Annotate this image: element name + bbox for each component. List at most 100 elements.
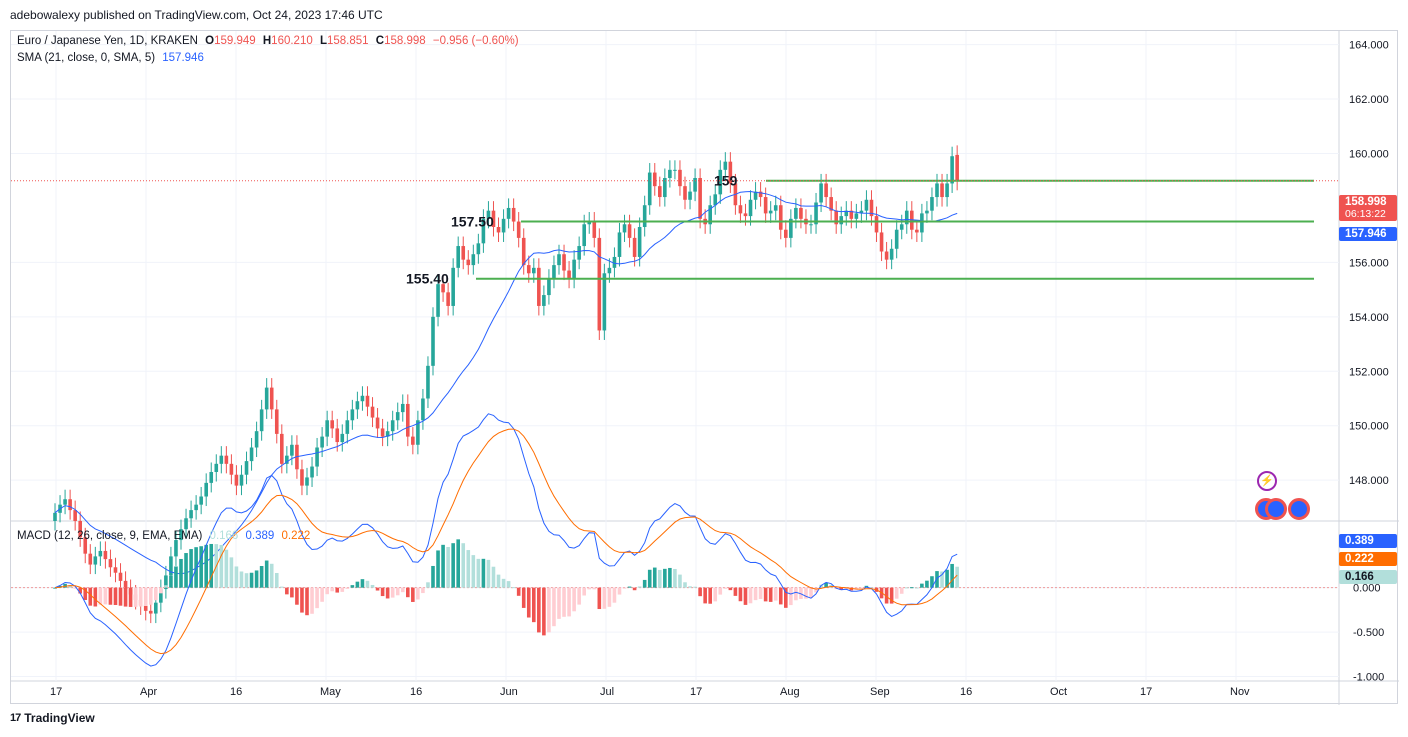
chart-frame[interactable]: 164.000 162.000 160.000 156.000 154.000 152.0… [10,30,1399,705]
macd-hist-value: 0.166 [209,530,239,542]
candle-body [658,186,662,198]
macd-histogram-bar [910,587,914,589]
sma-value: 157.946 [162,52,204,64]
event-flag-icon[interactable] [1288,498,1310,520]
macd-histogram-bar [844,587,849,590]
candle-body [945,183,949,198]
macd-histogram-bar [693,586,697,588]
candle-body [955,154,959,181]
candle-body [88,553,93,565]
candle-body [889,248,894,260]
footer-brand[interactable]: 17 TradingView [10,711,95,725]
macd-histogram-bar [229,557,234,588]
sma-label: SMA (21, close, 0, SMA, 5) [17,52,156,64]
macd-histogram-bar [547,587,551,633]
macd-histogram-bar [607,587,612,607]
macd-histogram-bar [582,587,586,596]
macd-histogram-bar [763,587,768,602]
candle-body [209,472,214,483]
macd-histogram-bar [572,587,576,612]
macd-histogram-bar [254,570,259,588]
macd-histogram-bar [532,587,536,623]
macd-histogram-bar [239,571,244,588]
macd-histogram-bar [466,550,471,588]
candle-body [446,292,450,306]
candle-body [708,205,712,225]
level-label: 155.40 [406,271,449,287]
time-tick-label: Aug [780,686,800,698]
candle-body [824,183,828,198]
chart-canvas[interactable]: 164.000162.000160.000156.000154.000152.0… [11,31,1399,705]
macd-histogram-bar [617,587,622,595]
macd-histogram-bar [68,585,72,588]
candle-body [219,455,224,464]
candle-body [652,172,657,187]
candle-body [486,210,491,219]
time-tick-label: Nov [1230,686,1250,698]
lightning-icon[interactable]: ⚡ [1257,471,1277,491]
macd-histogram-bar [93,587,98,607]
candle-body [859,210,864,214]
candle-body [773,205,778,211]
price-tick-label: 160.000 [1349,149,1389,161]
candle-body [743,213,748,217]
candle-body [491,210,496,227]
macd-histogram-bar [486,559,491,588]
candle-body [194,504,198,511]
price-tick-label: 164.000 [1349,40,1389,52]
macd-histogram-bar [501,578,506,588]
event-flag-icon[interactable] [1265,498,1287,520]
candle-body [693,178,697,192]
candle-body [390,420,395,432]
macd-histogram-bar [506,581,511,588]
time-tick-label: 16 [230,686,242,698]
candle-body [602,273,607,331]
macd-histogram-bar [753,587,758,601]
macd-histogram-bar [98,587,103,605]
candle-body [894,229,899,249]
candle-body [849,210,854,219]
macd-histogram-bar [718,587,723,595]
macd-histogram-bar [78,587,82,594]
candle-body [143,605,148,611]
candle-body [320,436,324,448]
candle-body [542,295,546,306]
candle-body [607,267,612,274]
macd-histogram-bar [950,563,954,588]
time-tick-label: Apr [140,686,157,698]
candle-body [809,224,813,226]
macd-histogram-bar [537,587,541,633]
macd-histogram-bar [511,587,516,589]
candle-body [118,572,123,581]
macd-histogram-bar [128,587,133,607]
candle-body [370,406,375,418]
candle-body [537,267,541,306]
macd-histogram-bar [259,566,264,588]
candle-body [663,178,667,198]
candle-body [884,251,889,260]
macd-histogram-bar [159,587,163,594]
macd-histogram-bar [244,573,249,588]
macd-histogram-bar [431,565,435,588]
macd-histogram-bar [622,587,627,589]
candle-body [103,550,108,560]
candle-body [400,403,405,413]
change-label: −0.956 (−0.60%) [432,35,519,47]
candle-body [935,183,939,198]
candle-body [310,466,314,478]
macd-histogram-bar [894,587,899,599]
candle-body [925,210,929,214]
macd-tick-label: 0.000 [1353,583,1381,595]
candle-body [778,205,783,230]
macd-histogram-bar [955,566,959,588]
macd-histogram-bar [380,587,385,597]
candle-body [854,213,859,219]
macd-line-value: 0.389 [245,530,275,542]
candle-body [63,499,67,505]
macd-histogram-bar [859,587,864,589]
candle-body [552,265,556,279]
candle-body [406,403,410,437]
candle-body [380,428,385,437]
candle-body [431,316,435,366]
candle-body [582,224,586,247]
